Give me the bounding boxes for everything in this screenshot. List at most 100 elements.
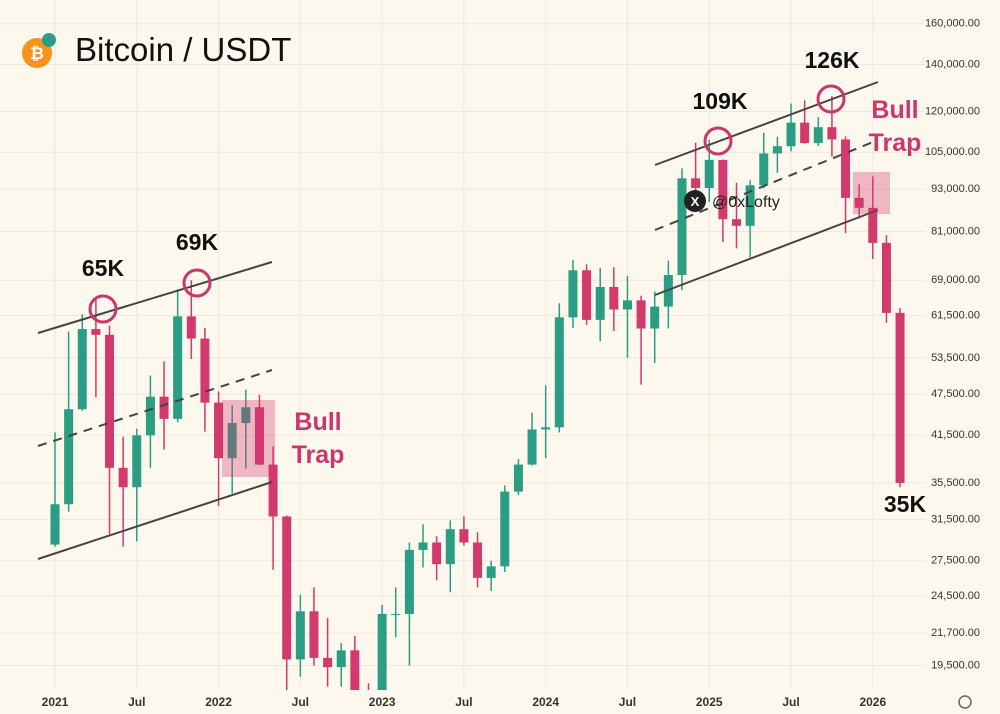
candle-body [595, 286, 605, 320]
y-tick-label: 47,500.00 [931, 388, 980, 400]
y-tick-label: 27,500.00 [931, 555, 980, 567]
candle-body [254, 407, 264, 465]
candle-body [241, 407, 251, 424]
candle-body [105, 334, 115, 468]
candle-body [868, 207, 878, 243]
y-tick-label: 21,700.00 [931, 627, 980, 639]
candle-body [813, 127, 823, 144]
candle-body [336, 650, 346, 668]
y-tick-label: 160,000.00 [925, 18, 980, 30]
candle-body [173, 316, 183, 419]
x-tick-label: Jul [619, 695, 636, 709]
candle-body [691, 178, 701, 188]
x-tick-label: 2023 [369, 695, 396, 709]
candle-body [132, 435, 142, 488]
candle-body [214, 402, 224, 459]
y-tick-label: 105,000.00 [925, 146, 980, 158]
x-tick-label: 2022 [205, 695, 232, 709]
candle-body [772, 146, 782, 154]
candle-body [473, 542, 483, 578]
candle-body [677, 178, 687, 276]
y-tick-label: 31,500.00 [931, 513, 980, 525]
settings-icon[interactable] [958, 695, 972, 709]
annotation: 35K [883, 491, 927, 517]
y-tick-label: 35,500.00 [931, 477, 980, 489]
watermark: X [684, 190, 706, 212]
candle-body [745, 185, 755, 226]
candle-body [391, 613, 401, 615]
y-tick-label: 61,500.00 [931, 309, 980, 321]
candle-body [786, 122, 796, 147]
candle-body [50, 504, 60, 545]
y-tick-label: 81,000.00 [931, 225, 980, 237]
candle-body [295, 611, 305, 660]
candle-body [186, 316, 196, 339]
candle-body [77, 329, 87, 410]
annotation: Bull Trap [291, 408, 345, 469]
x-tick-label: Jul [128, 695, 145, 709]
y-tick-label: 24,500.00 [931, 590, 980, 602]
annotation: 126K [804, 47, 860, 73]
candle-body [622, 300, 632, 310]
y-tick-label: 41,500.00 [931, 429, 980, 441]
y-tick-label: 19,500.00 [931, 659, 980, 671]
watermark-text: @0xLofty [712, 194, 780, 211]
candle-body [432, 542, 442, 565]
annotation: 109K [692, 88, 748, 114]
candle-body [118, 467, 128, 488]
candle-body [582, 270, 592, 320]
candle-body [554, 317, 564, 428]
candle-body [650, 306, 660, 329]
annotation: 65K [81, 255, 125, 281]
y-tick-label: 140,000.00 [925, 58, 980, 70]
bull-trap-boxes [222, 172, 890, 477]
candle-body [636, 300, 646, 329]
x-tick-label: Jul [292, 695, 309, 709]
x-tick-label: 2025 [696, 695, 723, 709]
candle-body [759, 153, 769, 186]
x-tick-label: 2021 [42, 695, 69, 709]
candle-body [704, 159, 714, 188]
candle-body [282, 516, 292, 660]
candle-body [732, 219, 741, 226]
candle-body [541, 427, 551, 430]
candle-body [486, 566, 496, 578]
candle-body [404, 549, 414, 614]
trend-lines [37, 81, 879, 560]
candle-body [609, 286, 619, 310]
candle-body [323, 657, 333, 668]
candle-body [445, 529, 455, 565]
candle-body [527, 429, 537, 465]
candle-body [841, 139, 851, 198]
candle-body [854, 197, 864, 208]
annotation: Bull Trap [868, 96, 922, 157]
candle-body [827, 127, 837, 140]
peak-circles [88, 84, 846, 324]
candle-body [718, 159, 728, 220]
candle-body [91, 329, 101, 335]
candle-body [377, 613, 387, 690]
candle-body [513, 464, 523, 492]
candle-body [895, 312, 905, 483]
candle-body [881, 242, 891, 313]
candle-body [568, 270, 578, 318]
annotation: 69K [175, 229, 219, 255]
y-tick-label: 53,500.00 [931, 352, 980, 364]
y-tick-label: 93,000.00 [931, 183, 980, 195]
candle-body [159, 396, 169, 419]
x-tick-label: Jul [782, 695, 799, 709]
svg-text:₿: ₿ [30, 44, 44, 63]
candle-body [459, 529, 469, 543]
candle-body [145, 396, 155, 436]
candle-body [64, 409, 74, 505]
y-tick-label: 69,000.00 [931, 274, 980, 286]
x-tick-label: 2024 [532, 695, 559, 709]
x-tick-label: 2026 [859, 695, 886, 709]
bitcoin-icon: ₿ [22, 33, 56, 68]
chart-title: Bitcoin / USDT [75, 31, 291, 68]
candle-body [268, 464, 278, 517]
candle-body [500, 491, 510, 567]
candle-body [227, 423, 237, 459]
candle-body [200, 338, 210, 403]
